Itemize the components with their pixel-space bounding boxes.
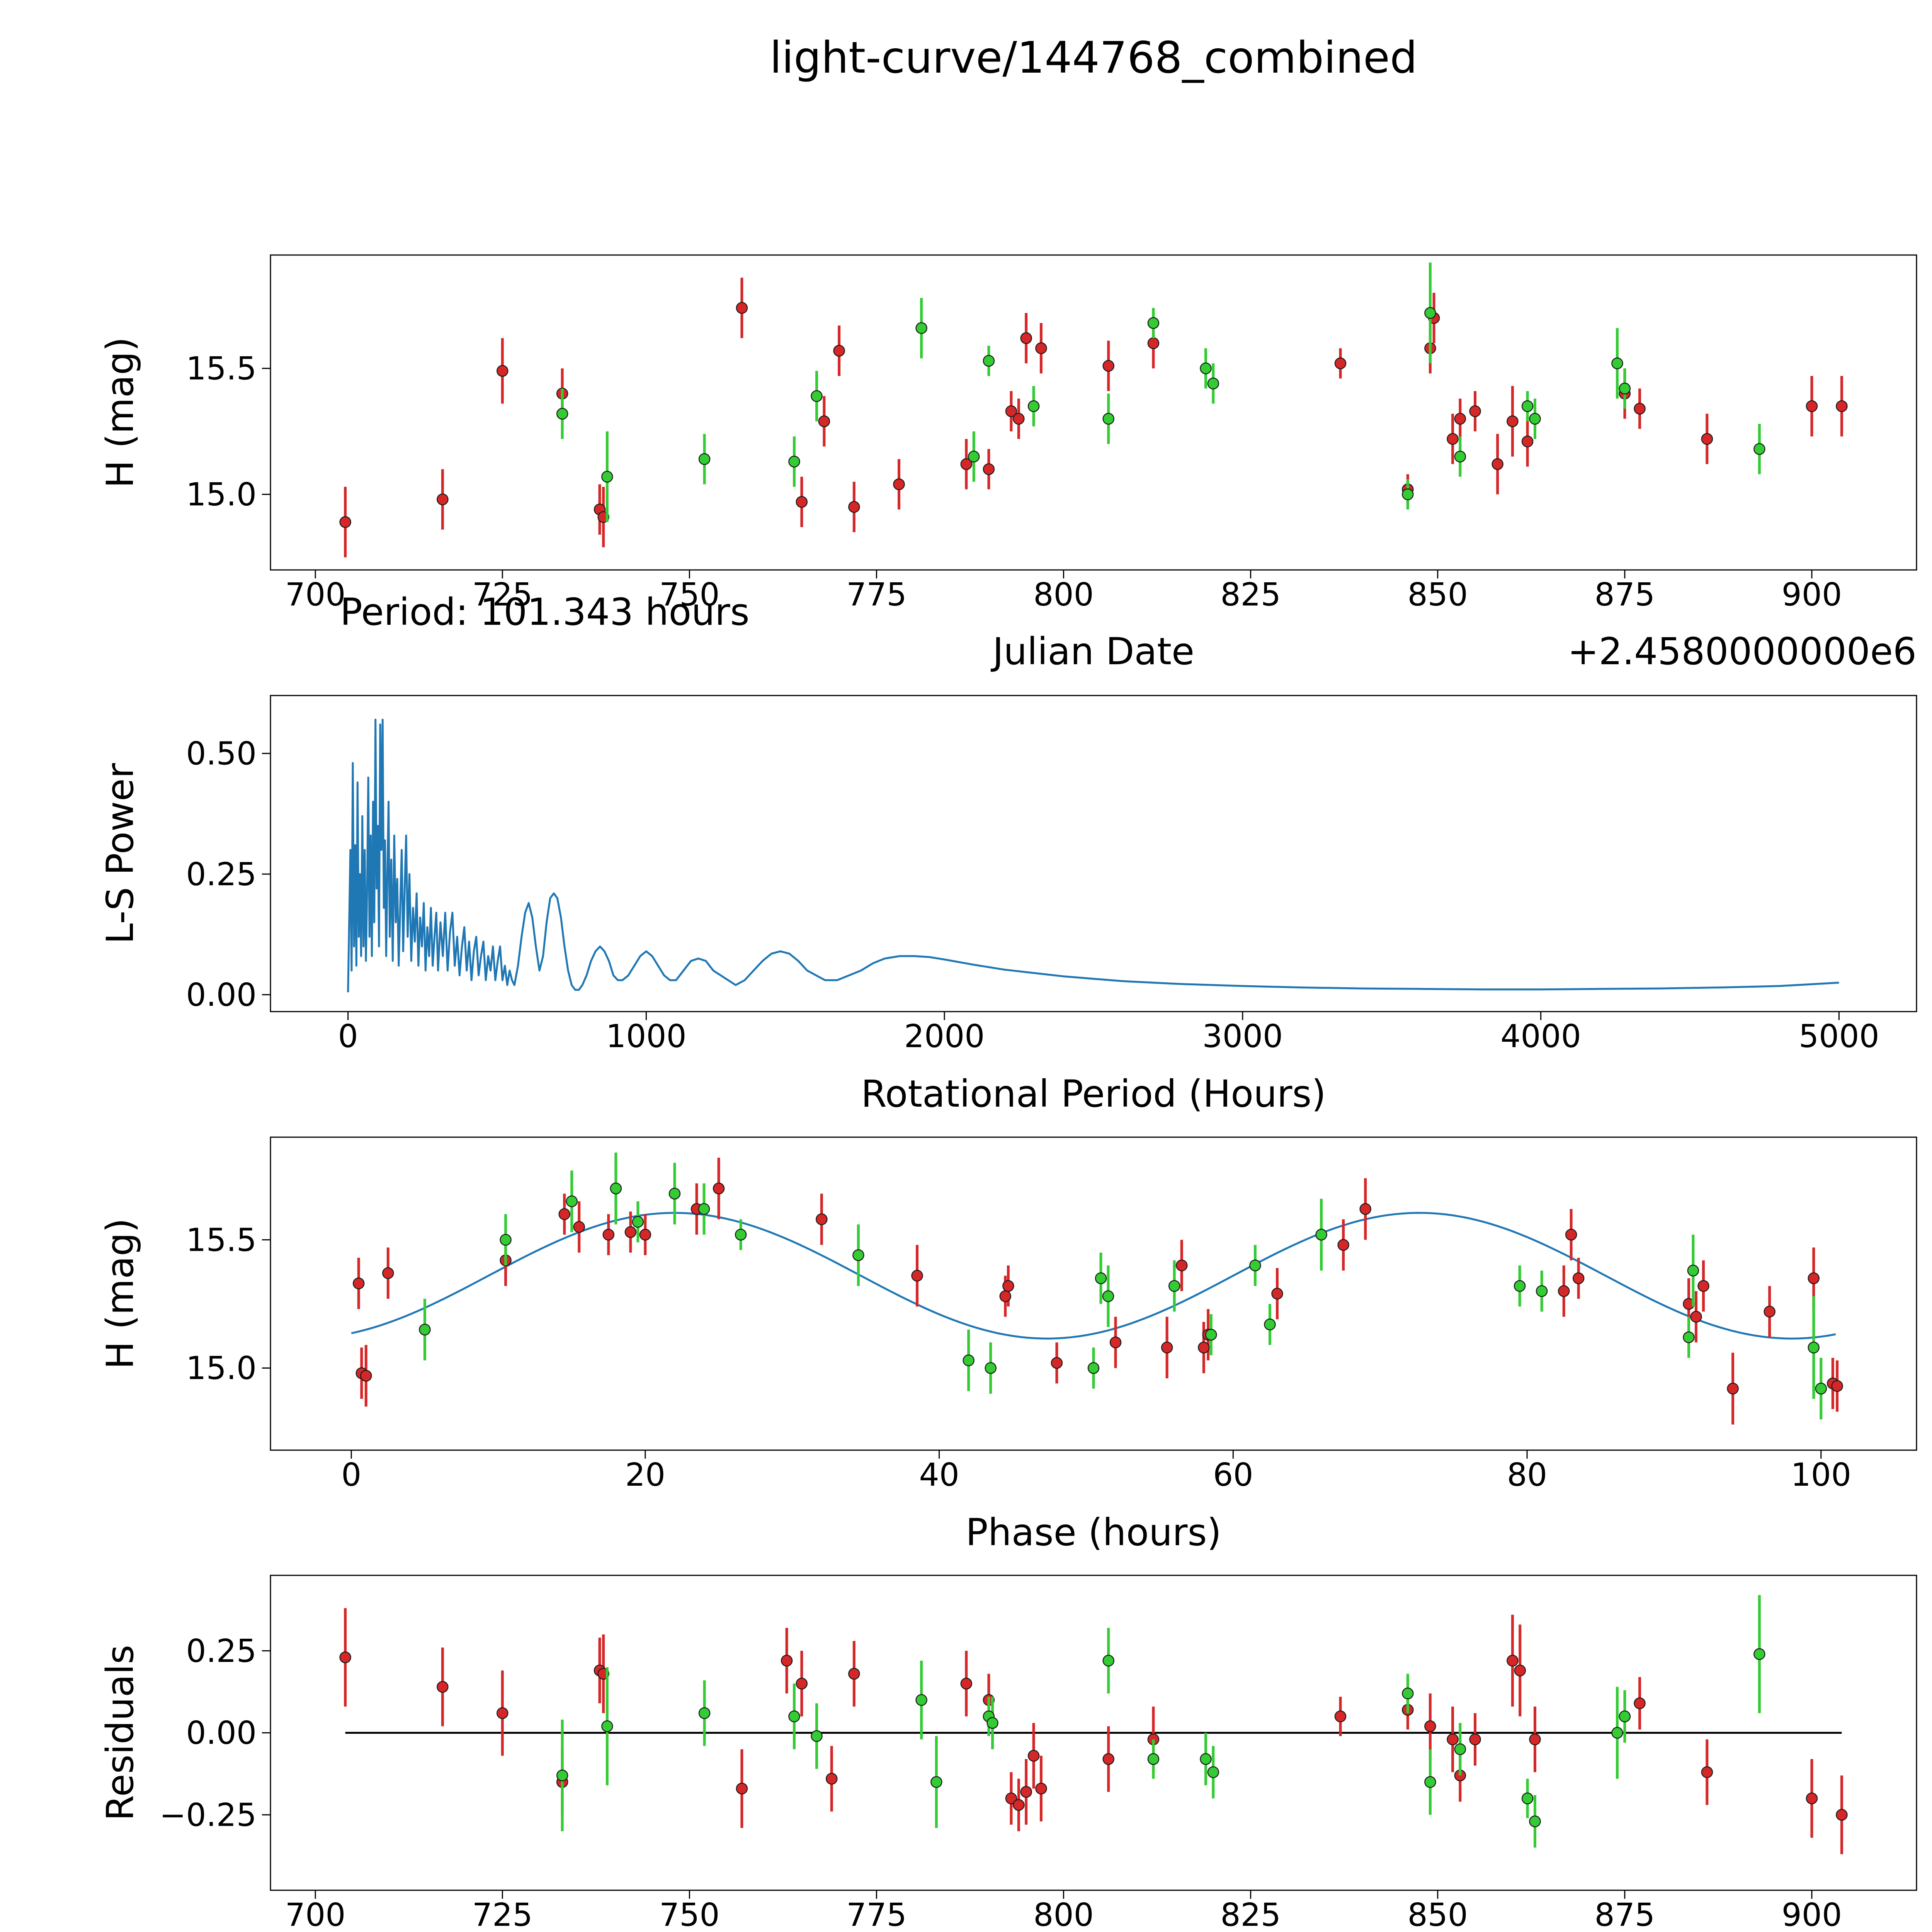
- x-tick-label: 750: [659, 577, 720, 613]
- y-tick-label: 0.25: [186, 856, 257, 893]
- y-tick-label: 0.00: [186, 977, 257, 1014]
- red-dataset-markers: [352, 1182, 1843, 1395]
- jd-plot-xlabel: Julian Date: [992, 630, 1195, 673]
- phase-plot-xlabel: Phase (hours): [966, 1511, 1221, 1554]
- periodogram-ylabel: L-S Power: [99, 763, 142, 944]
- x-tick-label: 700: [285, 1897, 346, 1932]
- y-tick-label: 15.0: [186, 476, 257, 513]
- x-tick-label: 700: [285, 577, 346, 613]
- x-tick-label: 4000: [1500, 1018, 1581, 1055]
- x-tick-label: 80: [1507, 1457, 1547, 1493]
- x-tick-label: 5000: [1799, 1018, 1879, 1055]
- x-tick-label: 750: [659, 1897, 720, 1932]
- residuals-ylabel: Residuals: [99, 1645, 142, 1821]
- y-tick-label: −0.25: [160, 1797, 257, 1833]
- x-tick-label: 850: [1407, 1897, 1468, 1932]
- x-tick-label: 20: [625, 1457, 665, 1493]
- x-tick-label: 800: [1033, 1897, 1094, 1932]
- x-tick-label: 2000: [904, 1018, 985, 1055]
- jd-plot-ylabel: H (mag): [99, 337, 142, 488]
- x-tick-label: 100: [1791, 1457, 1852, 1493]
- phase-plot-ylabel: H (mag): [99, 1218, 142, 1369]
- y-tick-label: 15.0: [186, 1350, 257, 1387]
- period-annotation: Period: 101.343 hours: [340, 590, 750, 634]
- x-tick-label: 3000: [1202, 1018, 1283, 1055]
- periodogram-plot: 0 1000 2000 3000 4000 5000 0.00 0.25 0.50: [186, 695, 1917, 1055]
- axes-box: [270, 695, 1917, 1012]
- y-tick-label: 0.25: [186, 1633, 257, 1670]
- x-tick-label: 1000: [606, 1018, 687, 1055]
- axes-box: [270, 1136, 1917, 1451]
- x-tick-label: 875: [1595, 1897, 1655, 1932]
- red-dataset-markers: [339, 1651, 1848, 1821]
- x-tick-label: 800: [1033, 577, 1094, 613]
- x-tick-label: 60: [1213, 1457, 1253, 1493]
- red-dataset-errorbars: [357, 1158, 1839, 1425]
- green-dataset-markers: [556, 1648, 1765, 1827]
- y-tick-label: 0.50: [186, 736, 257, 772]
- jd-plot-offset-label: +2.4580000000e6: [1568, 630, 1917, 673]
- jd-lightcurve-plot: 700 725 750 775 800 825 850 875 900 15.0 15.5: [186, 254, 1917, 613]
- x-tick-label: 725: [472, 1897, 533, 1932]
- y-tick-label: 15.5: [186, 350, 257, 387]
- x-tick-label: 0: [338, 1018, 358, 1055]
- green-dataset-errorbars: [423, 1152, 1823, 1420]
- red-dataset-markers: [339, 302, 1848, 528]
- x-tick-label: 725: [472, 577, 533, 613]
- x-tick-label: 0: [341, 1457, 361, 1493]
- green-dataset-markers: [419, 1182, 1827, 1395]
- y-tick-label: 0.00: [186, 1715, 257, 1752]
- x-tick-label: 40: [919, 1457, 959, 1493]
- sine-fit-curve: [351, 1212, 1836, 1340]
- x-tick-label: 775: [846, 577, 907, 613]
- x-tick-label: 825: [1220, 1897, 1281, 1932]
- red-dataset-errorbars: [344, 277, 1843, 558]
- green-dataset-markers: [556, 307, 1765, 500]
- x-tick-label: 900: [1782, 577, 1842, 613]
- x-tick-label: 775: [846, 1897, 907, 1932]
- figure-title: light-curve/144768_combined: [769, 33, 1418, 83]
- x-tick-label: 825: [1220, 577, 1281, 613]
- periodogram-curve: [347, 718, 1839, 993]
- x-tick-label: 900: [1782, 1897, 1842, 1932]
- y-tick-label: 15.5: [186, 1222, 257, 1259]
- residuals-plot: 700 725 750 775 800 825 850 875 900 −0.25 0.00 0.25: [160, 1575, 1917, 1932]
- x-tick-label: 875: [1595, 577, 1655, 613]
- periodogram-xlabel: Rotational Period (Hours): [861, 1072, 1326, 1116]
- axes-box: [270, 254, 1917, 571]
- phased-lightcurve-plot: 0 20 40 60 80 100 15.0 15.5: [186, 1136, 1917, 1493]
- x-tick-label: 850: [1407, 577, 1468, 613]
